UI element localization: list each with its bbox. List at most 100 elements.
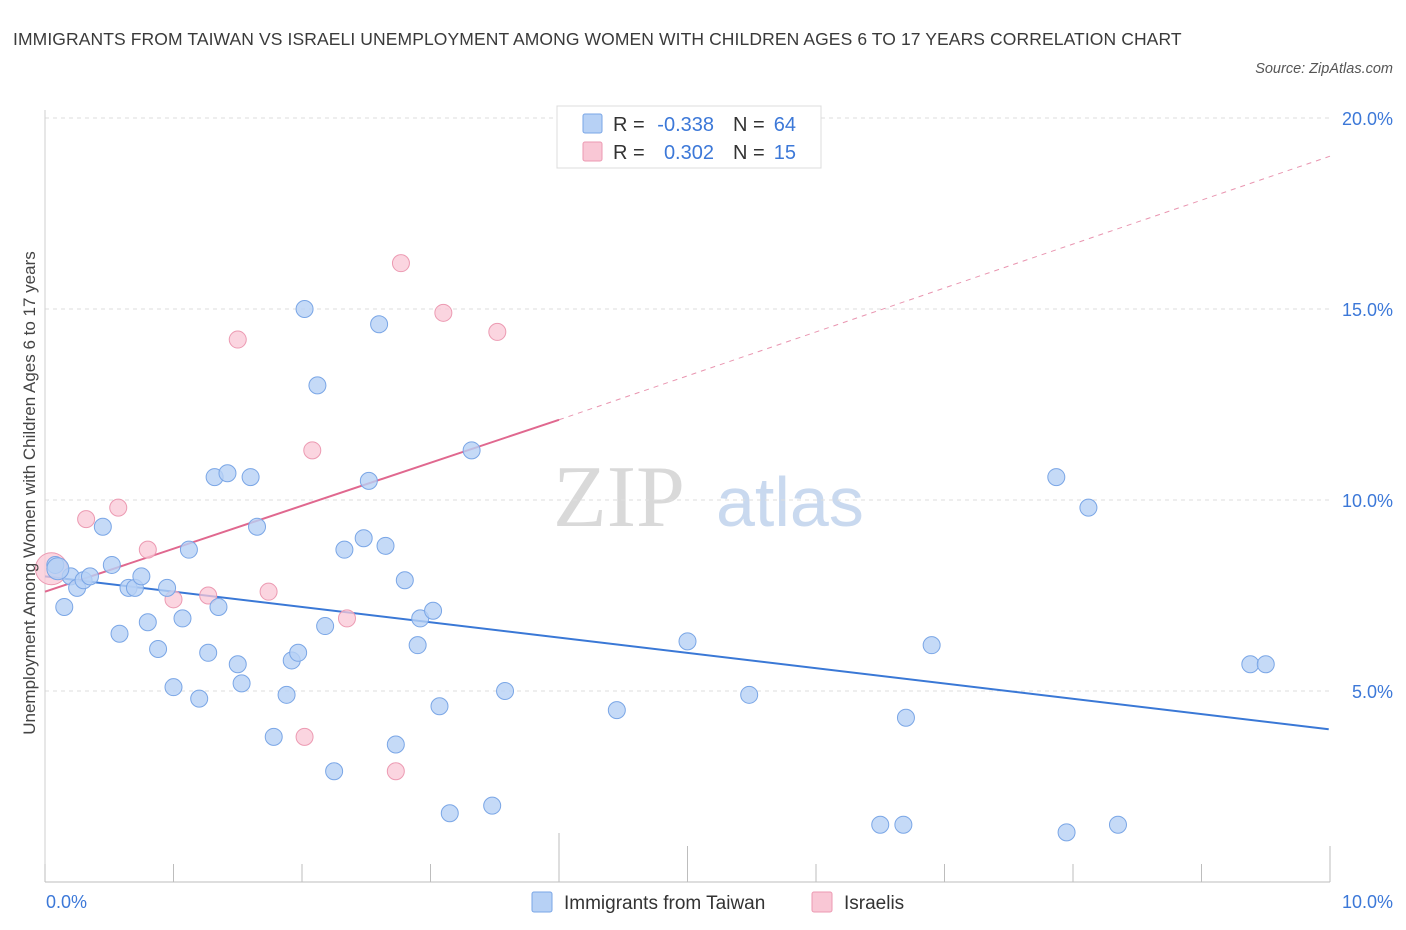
point-taiwan bbox=[1057, 823, 1076, 842]
point-taiwan bbox=[248, 517, 267, 536]
point-taiwan bbox=[295, 300, 314, 318]
point-israeli bbox=[488, 322, 507, 341]
point-taiwan bbox=[740, 685, 759, 704]
point-taiwan bbox=[190, 689, 209, 708]
point-taiwan bbox=[132, 567, 151, 586]
point-taiwan bbox=[462, 441, 481, 460]
point-israeli bbox=[259, 582, 278, 601]
point-israeli bbox=[303, 441, 322, 460]
legend-r-label-taiwan: R = bbox=[613, 114, 645, 136]
point-taiwan bbox=[241, 468, 260, 487]
point-taiwan bbox=[496, 682, 515, 700]
point-taiwan bbox=[209, 597, 228, 616]
point-taiwan bbox=[264, 727, 283, 746]
point-taiwan bbox=[395, 571, 414, 590]
point-taiwan bbox=[354, 529, 373, 548]
point-taiwan bbox=[199, 643, 218, 662]
point-taiwan bbox=[316, 617, 335, 636]
point-taiwan bbox=[335, 540, 354, 559]
x-tick-label-min: 0.0% bbox=[46, 892, 87, 912]
point-taiwan bbox=[158, 578, 177, 597]
legend-n-label-taiwan: N = bbox=[733, 114, 765, 136]
trend-line-israeli-extension bbox=[558, 155, 1331, 421]
points bbox=[34, 254, 1275, 842]
legend-n-label-israeli: N = bbox=[733, 142, 765, 164]
point-israeli bbox=[295, 727, 314, 746]
y-tick-label: 20.0% bbox=[1342, 109, 1393, 129]
point-taiwan bbox=[93, 517, 112, 536]
point-taiwan bbox=[483, 796, 502, 815]
point-taiwan bbox=[102, 555, 121, 574]
point-taiwan bbox=[55, 597, 74, 616]
axes bbox=[44, 110, 1331, 883]
point-taiwan bbox=[308, 376, 327, 395]
point-taiwan bbox=[325, 762, 344, 781]
trend-line-taiwan bbox=[44, 575, 1329, 731]
point-taiwan bbox=[424, 601, 443, 620]
point-taiwan bbox=[430, 697, 449, 716]
point-taiwan bbox=[607, 701, 626, 720]
point-israeli bbox=[109, 498, 128, 517]
point-taiwan bbox=[1256, 655, 1275, 674]
point-israeli bbox=[77, 510, 96, 529]
point-taiwan bbox=[138, 613, 157, 632]
watermark-atlas: atlas bbox=[716, 463, 864, 541]
point-taiwan bbox=[110, 624, 129, 643]
source-label: Source: ZipAtlas.com bbox=[1255, 61, 1393, 77]
legend-swatch-taiwan bbox=[582, 113, 603, 134]
y-axis-label: Unemployment Among Women with Children A… bbox=[20, 251, 39, 735]
point-israeli bbox=[391, 254, 410, 273]
point-taiwan bbox=[370, 315, 389, 334]
point-taiwan bbox=[228, 655, 247, 674]
watermark-zip: ZIP bbox=[553, 449, 685, 546]
legend-swatch-israeli bbox=[582, 141, 603, 162]
point-taiwan bbox=[173, 609, 192, 628]
chart-title: IMMIGRANTS FROM TAIWAN VS ISRAELI UNEMPL… bbox=[13, 29, 1182, 49]
legend-bottom: Immigrants from Taiwan Israelis bbox=[531, 891, 904, 914]
legend-n-value-taiwan: 64 bbox=[774, 114, 796, 136]
legend-r-label-israeli: R = bbox=[613, 142, 645, 164]
y-tick-label: 15.0% bbox=[1342, 300, 1393, 320]
point-taiwan bbox=[1108, 815, 1127, 834]
point-taiwan bbox=[1047, 468, 1066, 487]
point-taiwan bbox=[440, 804, 459, 823]
point-taiwan bbox=[1079, 498, 1098, 517]
legend-r-value-israeli: 0.302 bbox=[664, 142, 714, 164]
point-taiwan bbox=[232, 674, 251, 693]
point-israeli bbox=[228, 330, 247, 349]
point-taiwan bbox=[678, 632, 697, 651]
point-taiwan bbox=[359, 471, 378, 490]
grid bbox=[45, 117, 1330, 692]
point-taiwan bbox=[376, 536, 395, 555]
point-israeli bbox=[199, 586, 218, 605]
point-taiwan bbox=[80, 567, 99, 586]
point-taiwan bbox=[894, 815, 913, 834]
point-israeli bbox=[138, 540, 157, 559]
point-taiwan bbox=[277, 685, 296, 704]
point-israeli bbox=[434, 303, 453, 322]
legend-bottom-swatch-taiwan bbox=[531, 891, 553, 913]
point-taiwan bbox=[1241, 655, 1260, 674]
legend-top: R = -0.338 N = 64 R = 0.302 N = 15 bbox=[556, 105, 822, 169]
point-taiwan bbox=[386, 735, 405, 754]
legend-bottom-label-israeli: Israelis bbox=[844, 893, 904, 914]
legend-n-value-israeli: 15 bbox=[774, 142, 796, 164]
y-tick-label: 10.0% bbox=[1342, 491, 1393, 511]
point-taiwan bbox=[164, 678, 183, 697]
legend-bottom-label-taiwan: Immigrants from Taiwan bbox=[564, 893, 765, 914]
point-israeli bbox=[386, 762, 405, 781]
x-tick-label-max: 10.0% bbox=[1342, 892, 1393, 912]
point-taiwan bbox=[289, 643, 308, 662]
point-taiwan bbox=[179, 540, 198, 559]
y-tick-label: 5.0% bbox=[1352, 682, 1393, 702]
point-israeli bbox=[337, 609, 356, 628]
point-taiwan bbox=[896, 708, 915, 727]
point-taiwan bbox=[922, 636, 941, 655]
point-taiwan bbox=[408, 636, 427, 655]
legend-r-value-taiwan: -0.338 bbox=[657, 114, 714, 136]
legend-bottom-swatch-israeli bbox=[811, 891, 833, 913]
point-taiwan bbox=[218, 464, 237, 483]
tick-labels: 5.0% 10.0% 15.0% 20.0% 0.0% 10.0% bbox=[46, 109, 1393, 912]
point-taiwan bbox=[46, 557, 70, 581]
